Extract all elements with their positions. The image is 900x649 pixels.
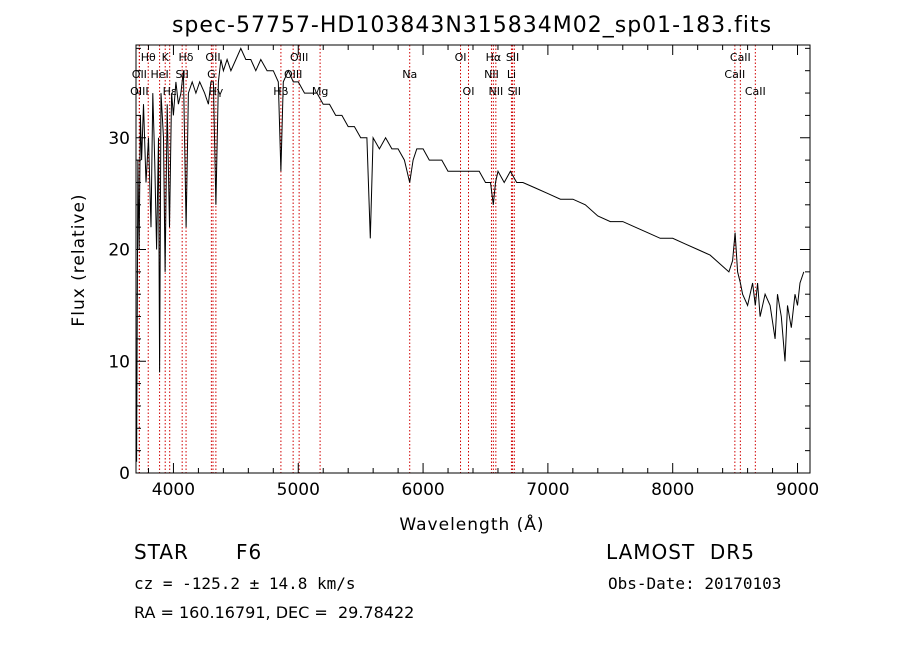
line-label: Hα: [486, 51, 502, 64]
line-label: G: [207, 68, 216, 81]
y-axis-ticks: 0 10 20 30: [108, 47, 810, 484]
line-label: Mg: [312, 85, 328, 98]
line-label: SII: [506, 51, 519, 64]
object-class: STAR: [134, 540, 189, 564]
line-label: Hθ: [141, 51, 156, 64]
line-label: NII: [488, 85, 503, 98]
line-label: OIII: [290, 51, 308, 64]
plot-frame: [135, 44, 811, 474]
x-tick-label: 5000: [277, 480, 320, 500]
x-tick-label: 4000: [152, 480, 195, 500]
y-axis-label: Flux (relative): [69, 193, 89, 326]
survey-release: LAMOST DR5: [606, 540, 755, 564]
observation-date: Obs-Date: 20170103: [608, 574, 782, 593]
x-axis-ticks: 4000 5000 6000 7000 8000 9000: [147, 45, 819, 500]
object-subclass: F6: [236, 540, 263, 564]
line-label: SII: [508, 85, 521, 98]
spectral-line-markers: [138, 45, 756, 473]
x-tick-label: 9000: [776, 480, 819, 500]
line-label: Hγ: [208, 85, 223, 98]
line-label: Hδ: [179, 51, 194, 64]
line-label: K: [162, 51, 170, 64]
line-label: OII: [132, 68, 147, 81]
line-label: OIII: [130, 85, 148, 98]
line-label: Li: [507, 68, 516, 81]
y-tick-label: 30: [108, 129, 130, 149]
line-label: CaII: [730, 51, 751, 64]
ra-dec-coordinates: RA = 160.16791, DEC = 29.78422: [134, 603, 415, 622]
line-label: CaII: [745, 85, 766, 98]
line-label: HeI: [150, 68, 168, 81]
line-label: Na: [402, 68, 417, 81]
y-tick-label: 10: [108, 352, 130, 372]
line-label: NII: [484, 68, 499, 81]
line-label: SII: [175, 68, 188, 81]
line-label: CaII: [724, 68, 745, 81]
spectrum-series: [135, 47, 805, 462]
line-label: Hβ: [273, 85, 288, 98]
x-tick-label: 6000: [401, 480, 444, 500]
y-tick-label: 20: [108, 241, 130, 261]
line-label: OI: [455, 51, 467, 64]
y-tick-label: 0: [119, 464, 130, 484]
x-tick-label: 8000: [651, 480, 694, 500]
line-label: OI: [463, 85, 475, 98]
x-axis-label: Wavelength (Å): [399, 513, 544, 535]
line-label: OII: [205, 51, 220, 64]
x-tick-label: 7000: [526, 480, 569, 500]
chart-title: spec-57757-HD103843N315834M02_sp01-183.f…: [172, 13, 772, 38]
line-label: Hε: [163, 85, 177, 98]
redshift-velocity: cz = -125.2 ± 14.8 km/s: [134, 574, 356, 593]
